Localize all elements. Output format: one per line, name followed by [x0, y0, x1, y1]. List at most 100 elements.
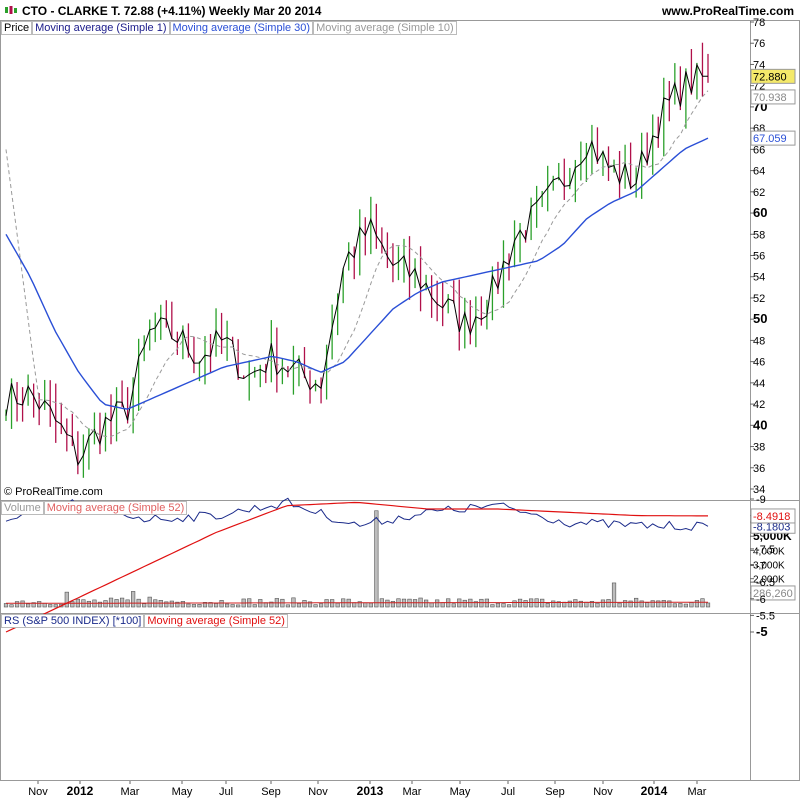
legend-volume[interactable]: Volume — [1, 501, 44, 515]
price-tick-label: 60 — [753, 205, 767, 220]
legend-ma30[interactable]: Moving average (Simple 30) — [169, 21, 314, 35]
x-tick-label: 2012 — [67, 784, 94, 798]
volume-bar — [142, 603, 147, 608]
rs-tick-label: -6.5 — [756, 577, 775, 589]
x-tick-label: Nov — [308, 786, 328, 798]
price-tick-label: 34 — [753, 484, 765, 496]
volume-bar — [48, 604, 53, 608]
volume-bar — [390, 601, 396, 608]
volume-bar — [617, 602, 622, 608]
volume-bar — [147, 596, 152, 608]
volume-bar — [302, 600, 307, 608]
volume-bar — [495, 602, 501, 608]
legend-rs-ma[interactable]: Moving average (Simple 52) — [144, 614, 288, 628]
x-tick-label: 2014 — [641, 784, 668, 798]
price-tick-label: 58 — [753, 229, 765, 241]
x-tick-label: Mar — [121, 786, 140, 798]
site-url[interactable]: www.ProRealTime.com — [661, 4, 794, 18]
volume-tick-label: 3,000K — [753, 561, 785, 572]
volume-bar — [622, 600, 628, 608]
volume-bar — [435, 599, 440, 608]
volume-bar — [64, 591, 69, 608]
legend-price[interactable]: Price — [1, 21, 33, 35]
volume-bar — [551, 600, 556, 608]
volume-bar — [490, 604, 495, 608]
volume-bar — [26, 603, 31, 608]
volume-bar — [512, 600, 517, 608]
volume-bar — [236, 604, 241, 608]
volume-bar — [296, 603, 302, 608]
price-tick-label: 50 — [753, 311, 767, 326]
rs-legend: RS (S&P 500 INDEX) [*100] Moving average … — [1, 614, 288, 628]
price-tick-label: 38 — [753, 442, 765, 454]
rs-tick-label: -5.5 — [756, 610, 775, 622]
last-price-tag: 72.880 — [753, 71, 787, 83]
price-tick-label: 42 — [753, 399, 765, 411]
price-tick-label: 44 — [753, 378, 765, 390]
legend-ma1[interactable]: Moving average (Simple 1) — [32, 21, 170, 35]
volume-bar — [556, 601, 561, 608]
volume-bar — [600, 599, 606, 608]
ma30-value-tag-box — [750, 130, 796, 146]
volume-bar — [42, 602, 47, 608]
price-tick-label: 64 — [753, 166, 765, 178]
volume-bar — [169, 600, 174, 608]
panel-frame — [0, 500, 800, 614]
ma30-line — [5, 137, 709, 410]
volume-bar — [567, 600, 572, 608]
volume-bar — [440, 602, 445, 608]
volume-bar — [14, 601, 20, 608]
volume-bar — [9, 604, 14, 608]
volume-bar — [175, 601, 180, 608]
volume-ma-line — [6, 601, 708, 604]
volume-bar — [252, 604, 257, 608]
volume-tick-label: 2,000K — [753, 575, 785, 586]
candlestick-logo-icon — [5, 6, 17, 14]
volume-bar — [473, 601, 478, 608]
panel-frame — [0, 613, 800, 781]
price-tick-label: 54 — [753, 272, 765, 284]
volume-bar — [3, 603, 9, 608]
volume-bar — [335, 602, 340, 608]
legend-rs[interactable]: RS (S&P 500 INDEX) [*100] — [1, 614, 145, 628]
x-tick-label: Nov — [28, 786, 48, 798]
volume-bar — [611, 582, 617, 608]
volume-bar — [506, 604, 512, 608]
price-legend: Price Moving average (Simple 1) Moving ave… — [1, 21, 457, 35]
price-bars — [5, 42, 709, 478]
volume-bar — [37, 601, 42, 608]
volume-bar — [53, 604, 58, 608]
volume-bar — [103, 600, 108, 608]
x-tick-label: Mar — [403, 786, 422, 798]
volume-bar — [86, 600, 92, 608]
volume-bar — [208, 602, 213, 608]
x-tick-label: Mar — [688, 786, 707, 798]
volume-bar — [219, 600, 224, 608]
ma30-value-tag: 67.059 — [753, 133, 787, 145]
volume-bar — [412, 599, 418, 608]
volume-bar — [213, 603, 219, 608]
legend-ma10[interactable]: Moving average (Simple 10) — [313, 21, 457, 35]
volume-bar — [70, 601, 75, 608]
volume-bar — [517, 598, 523, 608]
legend-volume-ma[interactable]: Moving average (Simple 52) — [43, 501, 188, 515]
volume-bar — [479, 598, 484, 608]
ma10-value-tag: 70.938 — [753, 92, 787, 104]
rs-tick-label: -9 — [756, 494, 766, 506]
volume-bar — [595, 602, 600, 608]
rs-tick-label: -7 — [756, 561, 766, 573]
chart-title: CTO - CLARKE T. 72.88 (+4.11%) Weekly Ma… — [22, 4, 322, 18]
x-tick-label: Jul — [219, 786, 233, 798]
price-tick-label: 76 — [753, 38, 765, 50]
price-tick-label: 36 — [753, 463, 765, 475]
price-tick-label: 62 — [753, 187, 765, 199]
ma1-line — [5, 63, 708, 467]
volume-bar — [694, 600, 700, 608]
volume-last-tag-box — [750, 585, 796, 601]
chart-header: CTO - CLARKE T. 72.88 (+4.11%) Weekly Ma… — [0, 0, 800, 20]
volume-bar — [269, 601, 274, 608]
rs-ma-value-tag: -8.4918 — [753, 511, 790, 523]
volume-bar — [661, 600, 666, 608]
volume-bar — [705, 602, 711, 608]
volume-last-tag: 286,260 — [753, 588, 793, 600]
